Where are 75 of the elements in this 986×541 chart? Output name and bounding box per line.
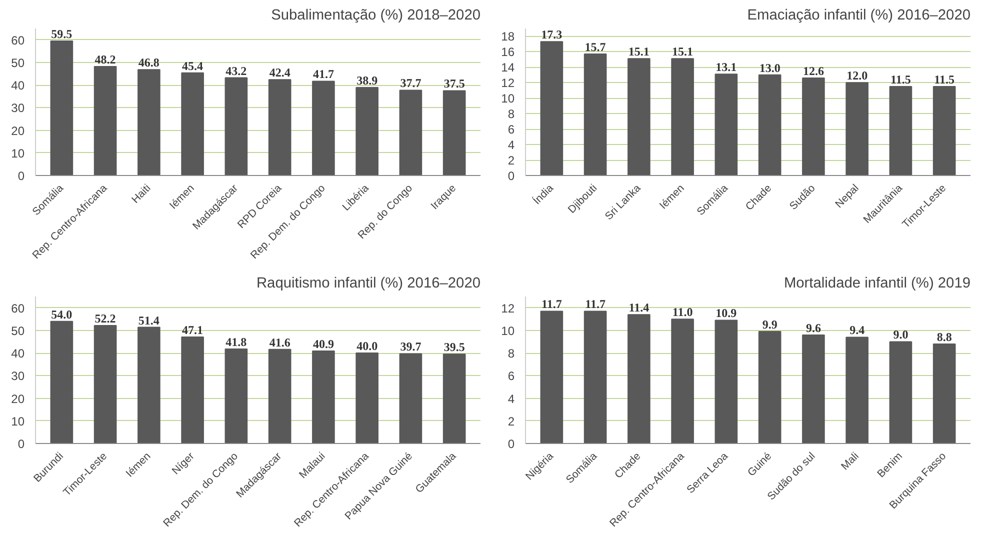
data-label: 40.0 [356, 339, 378, 354]
chart-title: Emaciação infantil (%) 2016–2020 [747, 8, 971, 24]
y-tick-label: 4 [508, 138, 515, 152]
y-tick-label: 10 [501, 324, 515, 338]
data-label: 39.5 [444, 340, 465, 354]
data-label: 11.7 [585, 297, 606, 312]
data-label: 17.3 [541, 28, 562, 42]
y-tick-label: 6 [508, 122, 515, 137]
y-tick-label: 12 [501, 301, 515, 316]
y-tick-label: 6 [508, 369, 515, 384]
y-tick-label: 40 [11, 346, 25, 361]
data-label: 13.1 [716, 60, 737, 74]
y-tick-label: 10 [11, 414, 25, 428]
data-label: 39.7 [400, 340, 422, 354]
y-tick-label: 50 [11, 56, 25, 70]
data-label: 12.6 [802, 64, 824, 78]
data-label: 42.4 [269, 66, 290, 80]
data-label: 10.9 [716, 306, 737, 320]
data-label: 11.5 [890, 72, 911, 87]
data-label: 41.8 [226, 334, 247, 349]
data-label: 48.2 [94, 52, 116, 66]
data-label: 12.0 [846, 68, 868, 83]
y-tick-label: 30 [11, 101, 25, 116]
y-tick-label: 60 [11, 33, 25, 48]
y-tick-label: 40 [11, 78, 25, 93]
data-label: 41.7 [312, 67, 334, 82]
data-label: 51.4 [138, 313, 160, 328]
data-label: 15.1 [672, 44, 694, 59]
y-tick-label: 0 [508, 169, 515, 183]
y-tick-label: 20 [11, 392, 25, 406]
y-tick-label: 0 [18, 437, 25, 451]
data-label: 11.4 [628, 300, 650, 315]
data-label: 9.0 [893, 328, 908, 342]
data-label: 13.0 [759, 60, 780, 75]
y-tick-label: 20 [11, 124, 25, 138]
data-label: 38.9 [356, 74, 378, 88]
data-label: 9.6 [806, 320, 821, 335]
data-label: 15.7 [584, 40, 606, 54]
data-label: 11.0 [672, 305, 693, 320]
y-tick-label: 8 [508, 107, 515, 122]
data-label: 47.1 [182, 322, 204, 337]
chart-title: Raquitismo infantil (%) 2016–2020 [256, 276, 480, 292]
data-label: 9.4 [850, 323, 865, 338]
y-tick-label: 4 [508, 392, 515, 406]
data-label: 43.2 [226, 64, 247, 78]
data-label: 46.8 [138, 56, 160, 70]
y-tick-label: 8 [508, 346, 515, 361]
y-tick-label: 30 [11, 369, 25, 384]
y-tick-label: 18 [501, 30, 515, 44]
y-tick-label: 12 [501, 76, 515, 90]
data-label: 45.4 [182, 58, 204, 73]
data-label: 9.9 [762, 318, 778, 332]
data-label: 40.9 [312, 337, 334, 352]
data-label: 8.8 [936, 330, 952, 344]
data-label: 15.1 [628, 44, 650, 59]
data-label: 54.0 [51, 307, 72, 322]
y-tick-label: 0 [508, 437, 515, 451]
y-tick-label: 10 [11, 146, 25, 160]
data-label: 37.7 [400, 76, 422, 90]
y-tick-label: 0 [18, 169, 25, 183]
data-label: 11.7 [542, 297, 562, 312]
y-tick-label: 2 [508, 414, 515, 428]
data-label: 41.6 [269, 335, 290, 350]
data-label: 11.5 [934, 72, 954, 87]
data-label: 37.5 [444, 76, 465, 91]
chart-title: Subalimentação (%) 2018–2020 [271, 8, 481, 24]
y-tick-label: 16 [501, 45, 515, 60]
data-label: 52.2 [94, 311, 116, 326]
chart-title: Mortalidade infantil (%) 2019 [784, 276, 971, 292]
y-tick-label: 14 [501, 60, 515, 75]
y-tick-label: 50 [11, 324, 25, 338]
y-tick-label: 2 [508, 154, 515, 168]
data-label: 59.5 [51, 26, 72, 41]
y-tick-label: 10 [501, 92, 515, 106]
y-tick-label: 60 [11, 301, 25, 316]
